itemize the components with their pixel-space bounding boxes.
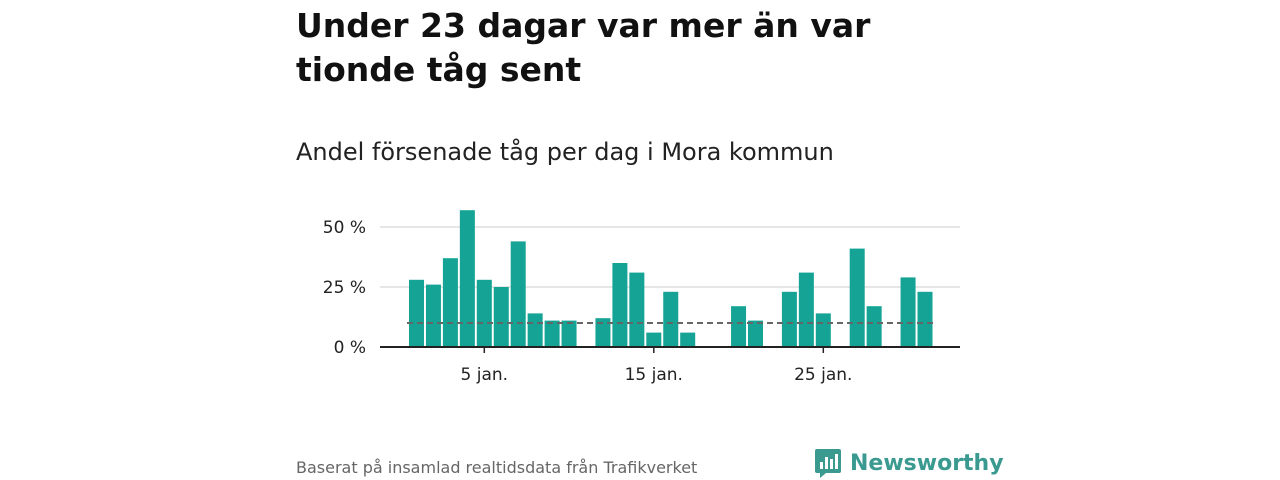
bar bbox=[612, 263, 628, 347]
bar bbox=[798, 272, 814, 347]
y-tick-label: 25 % bbox=[323, 278, 366, 298]
bar bbox=[917, 291, 933, 347]
bar bbox=[680, 332, 696, 347]
brand-name: Newsworthy bbox=[850, 450, 1004, 476]
bar bbox=[425, 284, 441, 347]
source-note: Baserat på insamlad realtidsdata från Tr… bbox=[296, 458, 698, 477]
chart-card: Under 23 dagar var mer än var tionde tåg… bbox=[296, 0, 1004, 480]
bar bbox=[900, 277, 916, 347]
x-tick-label: 25 jan. bbox=[794, 365, 852, 385]
bar bbox=[748, 320, 763, 347]
bar bbox=[527, 313, 543, 347]
x-tick-label: 5 jan. bbox=[461, 365, 509, 385]
bar bbox=[629, 272, 645, 347]
y-tick-label: 50 % bbox=[323, 218, 366, 238]
bar bbox=[409, 279, 424, 347]
bar-chart-svg: 0 % 25 % 50 % 5 jan. 15 jan. 25 jan. bbox=[323, 210, 960, 385]
newsworthy-logo-icon bbox=[815, 449, 841, 478]
tick-labels: 0 % 25 % 50 % 5 jan. 15 jan. 25 jan. bbox=[323, 218, 853, 385]
x-axis bbox=[380, 346, 960, 353]
chart-subtitle: Andel försenade tåg per dag i Mora kommu… bbox=[296, 138, 834, 166]
y-tick-label: 0 % bbox=[334, 338, 366, 358]
bar bbox=[595, 318, 611, 347]
bar bbox=[849, 248, 865, 347]
bar bbox=[476, 279, 492, 347]
bar bbox=[646, 332, 662, 347]
bars bbox=[409, 210, 933, 347]
bar bbox=[866, 306, 882, 347]
bar bbox=[510, 241, 526, 347]
bar bbox=[544, 320, 560, 347]
bar bbox=[442, 258, 458, 347]
bar bbox=[561, 320, 577, 347]
bar bbox=[781, 291, 797, 347]
brand-logo: Newsworthy bbox=[814, 446, 1004, 480]
bar bbox=[663, 291, 679, 347]
bar bbox=[459, 210, 475, 347]
bar bbox=[815, 313, 831, 347]
bar bbox=[731, 306, 747, 347]
chart-title: Under 23 dagar var mer än var tionde tåg… bbox=[296, 6, 871, 89]
bar-chart: 0 % 25 % 50 % 5 jan. 15 jan. 25 jan. bbox=[296, 200, 986, 390]
bar bbox=[493, 287, 509, 347]
x-tick-label: 15 jan. bbox=[625, 365, 683, 385]
